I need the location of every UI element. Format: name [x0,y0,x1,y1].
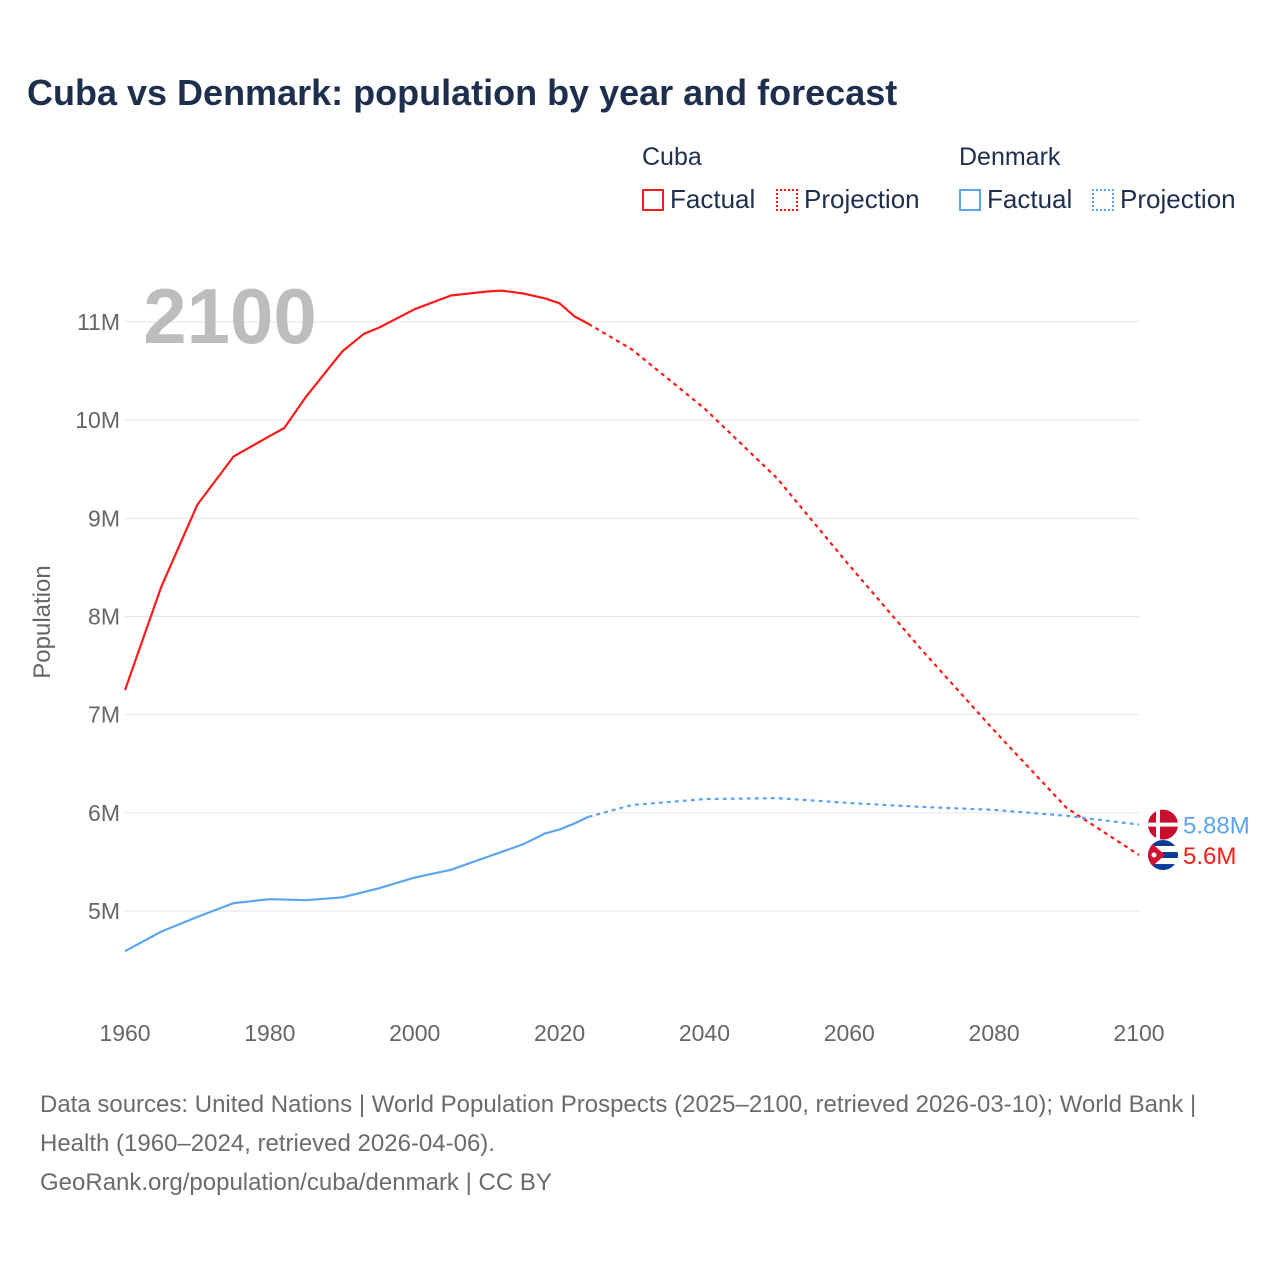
flag-stripe [1148,846,1178,853]
data-sources: Data sources: United Nations | World Pop… [40,1091,1197,1157]
y-tick-label: 5M [88,898,120,924]
footer: Data sources: United Nations | World Pop… [40,1085,1240,1202]
legend-group-cuba: Cuba [642,143,702,171]
y-tick-label: 8M [88,603,120,629]
x-tick-label: 1960 [99,1020,150,1046]
flag-star [1151,852,1157,858]
chart-title: Cuba vs Denmark: population by year and … [27,72,898,113]
x-tick-label: 2100 [1113,1020,1164,1046]
legend-denmark-factual[interactable]: Factual [959,184,1072,215]
solid-swatch-icon [642,188,664,211]
x-tick-label: 2060 [824,1020,875,1046]
y-tick-label: 9M [88,505,120,531]
year-overlay: 2100 [143,272,317,360]
credit-link[interactable]: GeoRank.org/population/cuba/denmark | CC… [40,1169,552,1196]
denmark-factual-line [124,815,589,953]
solid-swatch-icon [959,188,981,211]
x-tick-label: 2080 [969,1020,1020,1046]
cuba-projection-line [587,322,1140,856]
x-tick-label: 2020 [534,1020,585,1046]
y-axis-label: Population [29,565,56,678]
legend-group-denmark: Denmark [959,143,1061,171]
flag-cross-h [1148,822,1178,827]
denmark-flag-icon [1148,809,1178,840]
legend-label: Projection [804,184,920,214]
legend-label: Projection [1120,184,1236,214]
y-tick-label: 11M [77,309,120,335]
cuba-flag-icon [1148,840,1178,871]
legend-label: Factual [987,184,1073,214]
dotted-swatch-icon [1092,188,1114,211]
flag-stripe [1148,840,1178,847]
y-tick-label: 7M [88,702,120,728]
x-tick-label: 1980 [244,1020,295,1046]
dotted-swatch-icon [776,188,798,211]
legend-cuba-projection[interactable]: Projection [776,184,920,215]
x-tick-label: 2040 [679,1020,730,1046]
y-tick-label: 6M [88,800,120,826]
flag-stripe [1148,858,1178,865]
flag-body [1148,840,1178,871]
legend-denmark-projection[interactable]: Projection [1092,184,1236,215]
legend-cuba-factual[interactable]: Factual [642,184,755,215]
x-tick-label: 2000 [389,1020,440,1046]
legend-label: Factual [670,184,756,214]
flag-body [1148,809,1178,840]
flag-stripe [1148,864,1178,871]
denmark-end-label: 5.88M [1183,813,1250,840]
cuba-factual-line [123,289,590,691]
y-tick-label: 10M [75,407,120,433]
cuba-end-label: 5.6M [1183,843,1236,870]
denmark-projection-line [588,796,1140,826]
